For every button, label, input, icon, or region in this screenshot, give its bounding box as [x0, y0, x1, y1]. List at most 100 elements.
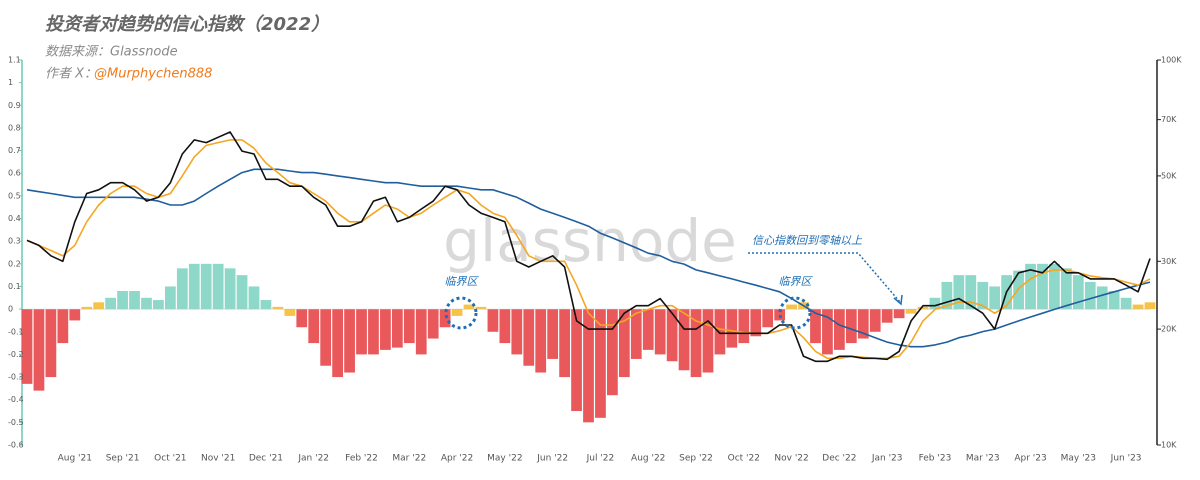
x-tick-label: Feb '23 [919, 454, 952, 464]
annotation: 临界区 [779, 275, 814, 288]
annotation: 信心指数回到零轴以上 [752, 234, 863, 247]
bar [296, 309, 308, 328]
bar [403, 309, 415, 344]
bar [666, 309, 678, 362]
bar [57, 309, 69, 344]
bar [33, 309, 45, 391]
x-tick-label: Dec '22 [822, 454, 856, 464]
x-tick-label: Oct '21 [154, 454, 186, 464]
y2-tick-label: 30K [1161, 257, 1177, 266]
bar [917, 306, 929, 310]
bar [535, 309, 547, 373]
y2-tick-label: 10K [1161, 441, 1177, 450]
highlight-circle [778, 296, 812, 330]
bar [738, 309, 750, 344]
bar [260, 300, 272, 310]
bar [547, 309, 559, 359]
y-tick-label: -0.2 [8, 350, 24, 359]
bar [714, 309, 726, 355]
x-tick-label: May '23 [1061, 454, 1096, 464]
y-tick-label: 0.2 [8, 259, 21, 268]
bar [750, 309, 762, 337]
y-tick-label: -0.1 [8, 327, 24, 336]
y-tick-label: 0.4 [8, 214, 21, 223]
bar [965, 275, 977, 310]
bar [380, 309, 391, 350]
bar [236, 275, 248, 310]
x-tick-label: Jan '23 [871, 454, 903, 464]
bar [332, 309, 343, 378]
bar [762, 309, 774, 328]
bar [1132, 304, 1144, 310]
y-tick-label: 0 [8, 305, 13, 314]
y-tick-label: 0.9 [8, 101, 21, 110]
bar [630, 309, 642, 359]
bar [224, 268, 236, 310]
y2-tick-label: 50K [1161, 171, 1177, 180]
y2-tick-label: 20K [1161, 325, 1177, 334]
x-tick-label: Sep '21 [106, 454, 140, 464]
bar [284, 309, 296, 316]
bar [834, 309, 845, 350]
bar [368, 309, 379, 355]
line [26, 139, 1151, 360]
bar [129, 291, 140, 310]
author-label: 作者 X： [45, 67, 97, 82]
bar [415, 309, 427, 355]
y-tick-label: 0.3 [8, 237, 21, 246]
y2-tick-label: 100K [1161, 56, 1182, 65]
bar [845, 309, 857, 344]
x-tick-label: Oct '22 [728, 454, 760, 464]
bar [726, 309, 738, 348]
bar [1049, 263, 1060, 310]
x-tick-label: Dec '21 [249, 454, 283, 464]
bar [1084, 281, 1096, 310]
bar [905, 309, 917, 314]
bar [595, 309, 606, 418]
chart-title: 投资者对趋势的信心指数（2022） [45, 14, 329, 35]
plot [21, 131, 1156, 423]
bar [212, 263, 224, 310]
bar [953, 275, 965, 310]
y-tick-label: 1.1 [8, 56, 21, 65]
bar [642, 309, 654, 350]
bar [45, 309, 57, 378]
bar [1108, 291, 1120, 310]
bar [475, 306, 487, 310]
bar [678, 309, 690, 371]
bar [451, 309, 463, 316]
bar [869, 309, 881, 332]
bar [1096, 286, 1108, 310]
bar [774, 309, 786, 321]
y-tick-label: 0.5 [8, 191, 21, 200]
y-tick-label: -0.4 [8, 395, 24, 404]
y-tick-label: 0.8 [8, 123, 21, 132]
bar [105, 297, 117, 310]
annotation-arrow [748, 252, 901, 303]
x-tick-label: Jan '22 [297, 454, 329, 464]
bar [356, 309, 367, 355]
bar [929, 297, 941, 310]
y-tick-label: -0.3 [8, 373, 24, 382]
bar [607, 309, 618, 396]
x-tick-label: May '22 [487, 454, 522, 464]
x-tick-label: Apr '22 [441, 454, 473, 464]
bar [786, 304, 797, 310]
bar [523, 309, 535, 366]
x-tick-label: Apr '23 [1014, 454, 1046, 464]
bar [1072, 275, 1084, 310]
bar [690, 309, 702, 378]
bar [499, 309, 511, 344]
y-tick-label: 0.1 [8, 282, 21, 291]
bar [272, 306, 284, 310]
bar [618, 309, 630, 378]
bar [391, 309, 403, 348]
bar [702, 309, 714, 373]
x-tick-label: Feb '22 [345, 454, 378, 464]
bar [153, 300, 164, 310]
highlight-circle [444, 296, 478, 330]
bar [857, 309, 869, 339]
bar [164, 286, 176, 310]
y-tick-label: -0.5 [8, 418, 24, 427]
x-tick-label: Nov '21 [201, 454, 235, 464]
